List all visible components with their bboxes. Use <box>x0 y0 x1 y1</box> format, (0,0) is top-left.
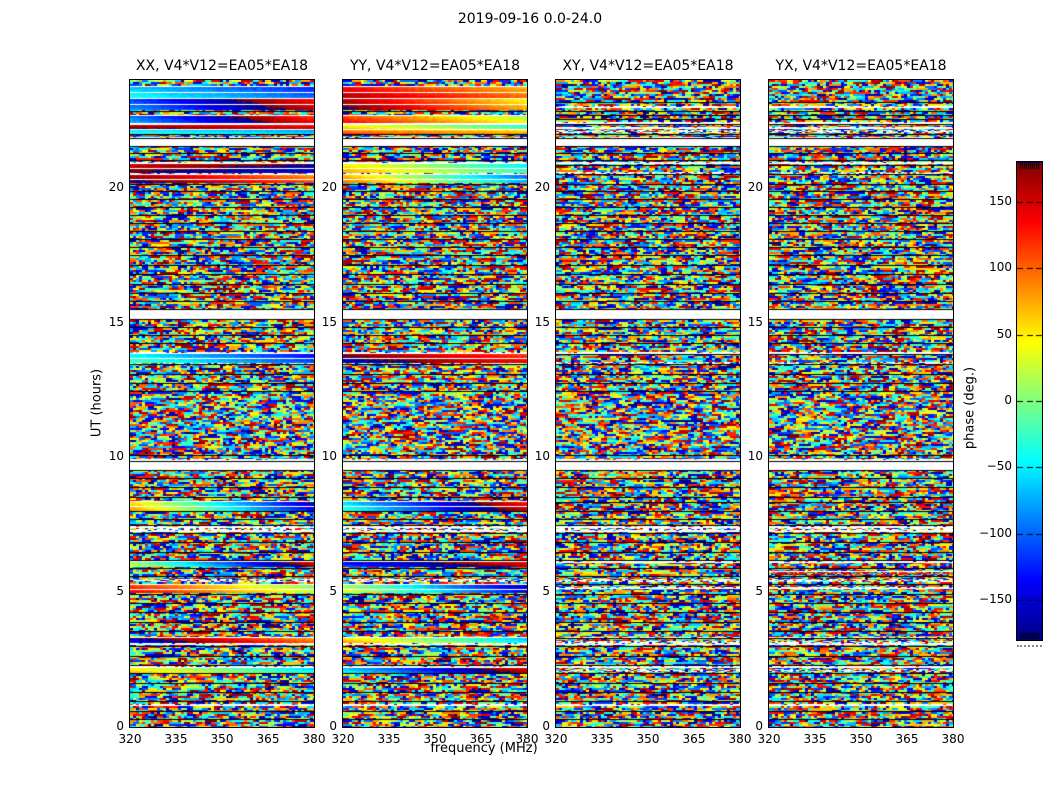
x-tick-label-yx: 335 <box>803 732 827 746</box>
y-tick-label-xy: 0 <box>542 719 550 733</box>
x-tick-label-yy: 335 <box>377 732 401 746</box>
panel-title-yy: YY, V4*V12=EA05*EA18 <box>349 58 521 74</box>
y-tick-label-xy: 20 <box>534 179 550 194</box>
heatmap-panel-yy <box>342 79 528 728</box>
colorbar <box>1016 161 1043 641</box>
y-tick-label-yx: 0 <box>755 719 763 733</box>
x-tick-label-yx: 320 <box>757 732 781 746</box>
y-tick-label-yx: 20 <box>747 179 763 194</box>
colorbar-tick-label: −50 <box>986 459 1012 474</box>
x-tick-label-yy: 380 <box>515 732 539 746</box>
x-tick-label-yy: 320 <box>331 732 355 746</box>
colorbar-tick-label: −100 <box>979 525 1012 540</box>
y-tick-label-yy: 10 <box>321 449 337 464</box>
y-tick-label-xx: 10 <box>108 449 124 464</box>
x-tick-label-xx: 380 <box>302 732 326 746</box>
x-tick-label-yy: 350 <box>423 732 447 746</box>
panel-title-xx: XX, V4*V12=EA05*EA18 <box>135 58 309 74</box>
colorbar-bottom-dots <box>1017 645 1042 647</box>
y-tick-label-yx: 10 <box>747 449 763 464</box>
heatmap-canvas-xx <box>130 80 314 727</box>
heatmap-panel-xx <box>129 79 315 728</box>
x-tick-label-yx: 380 <box>941 732 965 746</box>
x-tick-label-xx: 335 <box>164 732 188 746</box>
x-tick-label-xy: 365 <box>682 732 706 746</box>
panel-title-yx: YX, V4*V12=EA05*EA18 <box>775 58 947 74</box>
y-axis-label: UT (hours) <box>89 368 105 438</box>
figure-title: 2019-09-16 0.0-24.0 <box>457 11 603 27</box>
colorbar-tick-label: 150 <box>989 193 1012 208</box>
y-tick-label-yx: 5 <box>755 584 763 599</box>
colorbar-tick-label: 0 <box>1004 393 1012 407</box>
x-tick-label-xy: 320 <box>544 732 568 746</box>
x-tick-label-xx: 350 <box>210 732 234 746</box>
panel-title-xy: XY, V4*V12=EA05*EA18 <box>562 58 734 74</box>
y-tick-label-yy: 20 <box>321 179 337 194</box>
heatmap-canvas-xy <box>556 80 740 727</box>
colorbar-tick-label: 50 <box>996 326 1012 341</box>
y-tick-label-xy: 10 <box>534 449 550 464</box>
x-tick-label-xy: 335 <box>590 732 614 746</box>
y-tick-label-yy: 0 <box>329 719 337 733</box>
y-tick-label-xx: 0 <box>116 719 124 733</box>
y-tick-label-xy: 15 <box>534 314 550 329</box>
x-tick-label-yx: 365 <box>895 732 919 746</box>
y-tick-label-yy: 5 <box>329 584 337 599</box>
y-tick-label-xx: 5 <box>116 584 124 599</box>
x-tick-label-xy: 380 <box>728 732 752 746</box>
y-tick-label-xx: 20 <box>108 179 124 194</box>
x-tick-label-xy: 350 <box>636 732 660 746</box>
heatmap-panel-xy <box>555 79 741 728</box>
y-tick-label-yx: 15 <box>747 314 763 329</box>
x-tick-label-xx: 365 <box>256 732 280 746</box>
heatmap-panel-yx <box>768 79 954 728</box>
x-axis-label: frequency (MHz) <box>430 741 538 756</box>
x-tick-label-xx: 320 <box>118 732 142 746</box>
colorbar-tick-label: −150 <box>979 592 1012 607</box>
colorbar-canvas <box>1017 162 1042 640</box>
y-tick-label-xy: 5 <box>542 584 550 599</box>
x-tick-label-yy: 365 <box>469 732 493 746</box>
y-tick-label-xx: 15 <box>108 314 124 329</box>
colorbar-label: phase (deg.) <box>962 366 978 450</box>
heatmap-canvas-yx <box>769 80 953 727</box>
colorbar-tick-label: 100 <box>989 260 1012 275</box>
x-tick-label-yx: 350 <box>849 732 873 746</box>
heatmap-canvas-yy <box>343 80 527 727</box>
y-tick-label-yy: 15 <box>321 314 337 329</box>
